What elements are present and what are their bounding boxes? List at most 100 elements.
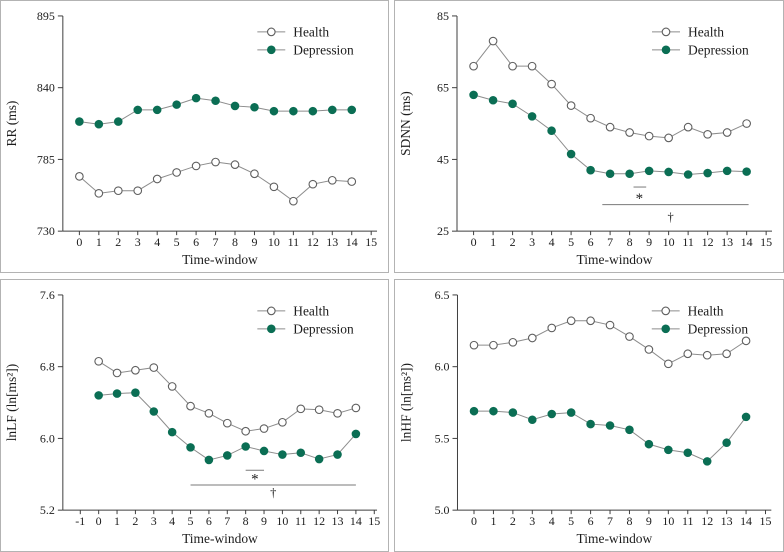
x-axis: 0 1 2 3 4 5 6 7 8 9 10 11 12 13 14 15 [457,509,771,528]
y-axis-label: lnHF (ln[ms²]) [399,363,414,442]
series-health [94,356,361,436]
svg-text:730: 730 [37,224,55,238]
series-depression [469,406,751,466]
svg-text:RR (ms): RR (ms) [4,101,19,147]
chart-lnhf: 5.05.56.06.50 1 2 3 4 5 6 7 8 9 10 11 12 13 14 15Time-w… [399,288,772,546]
svg-text:8: 8 [627,235,633,249]
svg-text:5: 5 [174,235,180,249]
svg-text:10: 10 [276,514,288,528]
series-depression [75,93,357,129]
series-health [469,316,751,369]
svg-text:5: 5 [188,514,194,528]
svg-text:14: 14 [346,235,358,249]
svg-text:5: 5 [568,235,574,249]
legend: Health Depression [652,24,749,57]
svg-text:6.0: 6.0 [435,360,450,374]
svg-text:7: 7 [607,235,613,249]
legend: Health Depression [257,24,354,57]
svg-text:13: 13 [326,235,338,249]
svg-text:Time-window: Time-window [182,252,258,267]
svg-text:0: 0 [471,235,477,249]
x-axis: 0 1 2 3 4 5 6 7 8 9 10 11 12 13 14 15 [62,230,377,249]
svg-text:11: 11 [682,514,694,528]
svg-text:9: 9 [251,235,257,249]
svg-text:6: 6 [588,235,594,249]
svg-text:5: 5 [568,514,574,528]
svg-text:Health: Health [293,303,329,318]
x-axis-label: Time-window [577,252,653,267]
svg-text:14: 14 [741,235,753,249]
svg-text:lnLF (ln[ms²]): lnLF (ln[ms²]) [4,364,19,442]
significance-markers: *† [190,469,356,500]
svg-text:14: 14 [350,514,362,528]
svg-text:0: 0 [471,514,477,528]
svg-text:12: 12 [313,514,325,528]
svg-text:1: 1 [490,235,496,249]
svg-text:†: † [270,486,276,500]
y-axis: 730 785 840 895 [37,9,64,238]
svg-text:8: 8 [626,514,632,528]
panel-lnhf: 5.0 5.5 6.0 6.5 0 1 2 3 4 5 6 7 8 9 10 11 12 13 14 15 Time-w… [394,279,784,552]
svg-text:9: 9 [261,514,267,528]
series-health [469,36,751,143]
svg-text:45: 45 [437,152,449,166]
svg-text:840: 840 [37,81,55,95]
legend: Health Depression [257,303,354,336]
svg-text:15: 15 [760,235,772,249]
svg-text:65: 65 [437,81,449,95]
svg-text:7: 7 [213,235,219,249]
y-axis: 25 45 65 85 [437,9,458,238]
series-depression [94,388,361,465]
svg-text:8: 8 [232,235,238,249]
svg-text:Depression: Depression [293,42,354,57]
svg-text:3: 3 [135,235,141,249]
chart-lnlf: 5.26.06.87.6-1 0 1 2 3 4 5 6 7 8 9 10 11 12 13 14 15Time… [4,288,380,546]
svg-text:3: 3 [529,514,535,528]
svg-text:Depression: Depression [688,42,749,57]
y-axis-label: lnLF (ln[ms²]) [4,364,19,442]
svg-text:10: 10 [663,235,675,249]
x-axis: -1 0 1 2 3 4 5 6 7 8 9 10 11 12 13 14 15 [62,509,380,528]
svg-text:2: 2 [132,514,138,528]
svg-text:7: 7 [607,514,613,528]
svg-text:4: 4 [154,235,160,249]
svg-text:13: 13 [721,235,733,249]
x-axis: 0 1 2 3 4 5 6 7 8 9 10 11 12 13 14 15 [457,230,772,249]
x-axis-label: Time-window [182,531,258,546]
svg-text:-1: -1 [75,514,85,528]
series-depression [469,90,751,179]
svg-text:15: 15 [365,235,377,249]
svg-text:6: 6 [588,514,594,528]
svg-text:10: 10 [662,514,674,528]
svg-text:3: 3 [151,514,157,528]
svg-text:Time-window: Time-window [577,252,653,267]
svg-text:785: 785 [37,152,55,166]
svg-text:14: 14 [740,514,752,528]
svg-text:10: 10 [268,235,280,249]
y-axis: 5.2 6.0 6.8 7.6 [40,288,64,517]
panel-rr: 730 785 840 895 0 1 2 3 4 5 6 7 8 9 10 11 12 13 14 15 Time-w… [0,0,389,273]
svg-text:Depression: Depression [293,321,354,336]
svg-text:13: 13 [332,514,344,528]
svg-text:†: † [667,210,673,224]
svg-text:1: 1 [114,514,120,528]
x-axis-label: Time-window [182,252,258,267]
panel-sdnn: 25 45 65 85 0 1 2 3 4 5 6 7 8 9 10 11 12 13 14 15 Time-windo… [394,0,784,273]
svg-text:7.6: 7.6 [40,288,55,302]
svg-text:Health: Health [688,303,724,318]
svg-text:3: 3 [529,235,535,249]
svg-text:Health: Health [688,24,724,39]
svg-text:1: 1 [96,235,102,249]
svg-text:Time-window: Time-window [182,531,258,546]
svg-text:lnHF (ln[ms²]): lnHF (ln[ms²]) [399,363,414,442]
svg-text:8: 8 [243,514,249,528]
svg-text:Depression: Depression [688,321,749,336]
svg-text:9: 9 [646,514,652,528]
svg-text:2: 2 [510,235,516,249]
svg-text:12: 12 [702,235,714,249]
svg-text:85: 85 [437,9,449,23]
svg-text:25: 25 [437,224,449,238]
legend: Health Depression [651,303,749,336]
svg-text:4: 4 [169,514,175,528]
